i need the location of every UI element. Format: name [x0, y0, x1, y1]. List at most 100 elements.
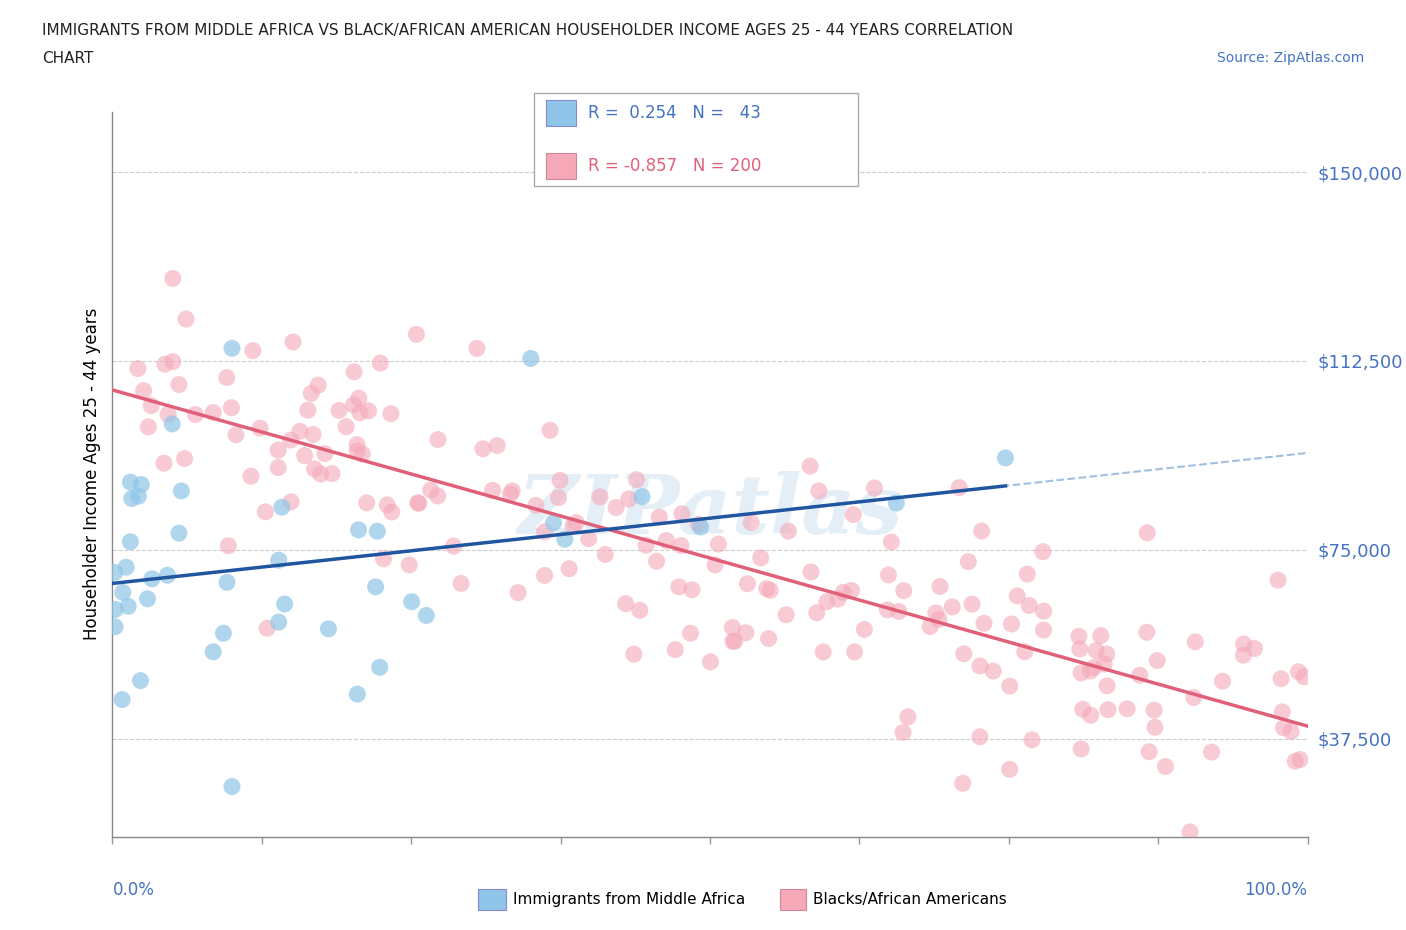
Point — [880, 535, 903, 550]
Point — [239, 469, 262, 484]
Point — [398, 557, 420, 572]
Point — [811, 644, 834, 659]
Point — [970, 524, 993, 538]
Point — [1232, 647, 1254, 662]
Point — [1143, 703, 1166, 718]
Point — [273, 596, 295, 611]
Point — [1090, 628, 1112, 643]
Point — [157, 407, 180, 422]
Point — [174, 312, 197, 326]
Point — [1097, 702, 1119, 717]
Point — [664, 643, 686, 658]
Point — [127, 361, 149, 376]
Point — [1000, 617, 1022, 631]
Point — [721, 620, 744, 635]
Point — [346, 437, 368, 452]
Point — [1233, 636, 1256, 651]
Point — [1270, 671, 1292, 686]
Point — [721, 634, 744, 649]
Point — [960, 597, 983, 612]
Point — [356, 496, 378, 511]
Point — [111, 585, 134, 600]
Point — [806, 605, 828, 620]
Point — [304, 461, 326, 476]
Point — [740, 515, 762, 530]
Point — [593, 547, 616, 562]
Point — [1284, 753, 1306, 768]
Point — [111, 692, 134, 707]
Point — [969, 658, 991, 673]
Point — [167, 378, 190, 392]
Point — [1129, 668, 1152, 683]
Point — [1136, 525, 1159, 540]
Point — [1136, 625, 1159, 640]
Point — [844, 644, 866, 659]
Point — [153, 357, 176, 372]
Point — [184, 407, 207, 422]
Point — [605, 500, 627, 515]
Point — [221, 779, 243, 794]
Point — [347, 523, 370, 538]
Point — [799, 458, 821, 473]
Point — [1271, 704, 1294, 719]
Point — [297, 403, 319, 418]
Point — [707, 537, 730, 551]
Text: IMMIGRANTS FROM MIDDLE AFRICA VS BLACK/AFRICAN AMERICAN HOUSEHOLDER INCOME AGES : IMMIGRANTS FROM MIDDLE AFRICA VS BLACK/A… — [42, 23, 1014, 38]
Point — [704, 557, 727, 572]
Point — [368, 660, 391, 675]
Point — [136, 591, 159, 606]
Point — [1032, 604, 1054, 618]
Point — [1095, 646, 1118, 661]
Point — [863, 481, 886, 496]
Point — [1272, 721, 1295, 736]
Point — [270, 499, 292, 514]
Point — [1071, 702, 1094, 717]
Point — [578, 531, 600, 546]
Point — [256, 621, 278, 636]
Point — [465, 341, 488, 356]
Point — [832, 585, 855, 600]
Point — [689, 520, 711, 535]
Point — [129, 477, 152, 492]
Point — [548, 472, 571, 487]
Point — [1080, 708, 1102, 723]
Point — [162, 417, 183, 432]
Point — [120, 535, 142, 550]
Point — [1279, 724, 1302, 739]
Point — [893, 583, 915, 598]
Point — [450, 576, 472, 591]
Point — [346, 686, 368, 701]
Point — [406, 496, 429, 511]
Point — [307, 378, 329, 392]
Point — [153, 456, 176, 471]
Point — [842, 507, 865, 522]
Point — [343, 365, 366, 379]
Point — [486, 438, 509, 453]
Point — [1289, 752, 1312, 767]
Point — [357, 404, 380, 418]
Text: R =  0.254   N =   43: R = 0.254 N = 43 — [588, 104, 761, 123]
Point — [929, 579, 952, 594]
Text: ZIPatlas: ZIPatlas — [517, 471, 903, 551]
Point — [948, 480, 970, 495]
Point — [724, 633, 747, 648]
Point — [1070, 741, 1092, 756]
Point — [1267, 573, 1289, 588]
Point — [887, 604, 910, 619]
Point — [212, 626, 235, 641]
Point — [886, 496, 908, 511]
Point — [538, 423, 561, 438]
Point — [1095, 678, 1118, 693]
Point — [533, 525, 555, 539]
Point — [841, 583, 863, 598]
Point — [671, 506, 693, 521]
Point — [998, 679, 1021, 694]
Point — [1085, 644, 1108, 658]
Text: CHART: CHART — [42, 51, 94, 66]
Point — [688, 517, 710, 532]
Point — [506, 585, 529, 600]
Point — [415, 608, 437, 623]
Point — [1021, 733, 1043, 748]
Point — [426, 432, 449, 447]
Point — [1017, 566, 1039, 581]
